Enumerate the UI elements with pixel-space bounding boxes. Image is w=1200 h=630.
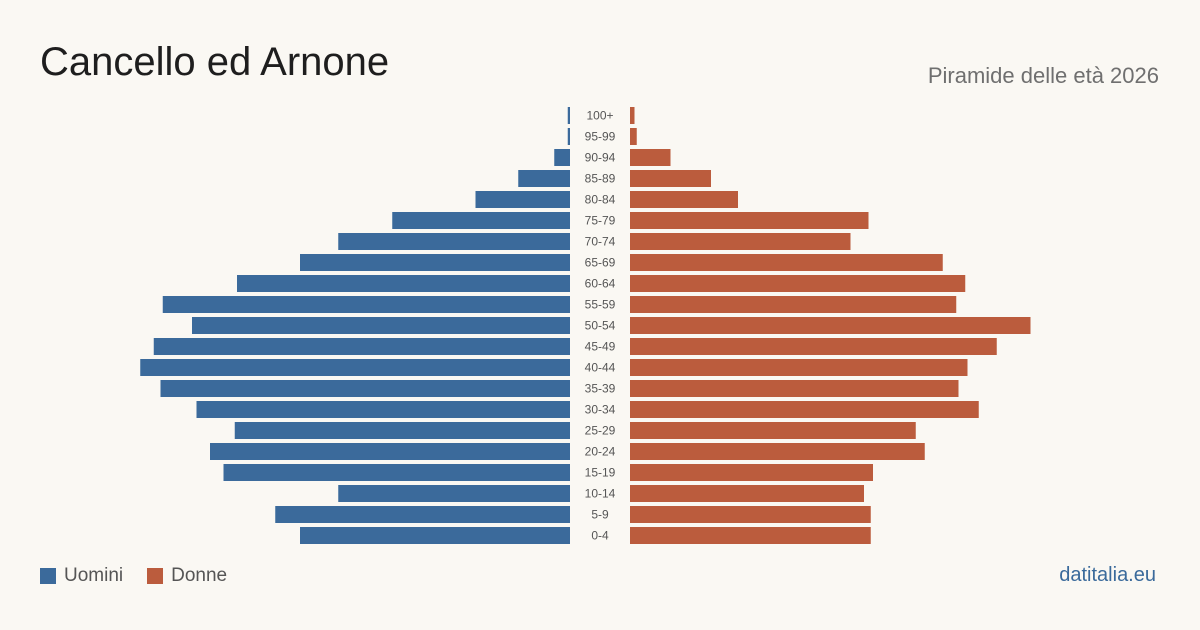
age-label-90-94: 90-94 <box>585 151 616 165</box>
bar-female-5-9 <box>630 506 871 523</box>
legend: Uomini Donne <box>40 565 227 587</box>
bar-male-10-14 <box>338 485 570 502</box>
age-label-55-59: 55-59 <box>585 298 616 312</box>
bar-female-100plus <box>630 107 635 124</box>
bar-male-100plus <box>567 107 570 124</box>
bar-male-65-69 <box>300 254 570 271</box>
bar-female-15-19 <box>630 464 873 481</box>
bar-male-75-79 <box>392 212 570 229</box>
age-label-5-9: 5-9 <box>591 508 609 522</box>
age-label-75-79: 75-79 <box>585 214 616 228</box>
age-label-85-89: 85-89 <box>585 172 616 186</box>
bar-female-40-44 <box>630 359 968 376</box>
age-label-35-39: 35-39 <box>585 382 616 396</box>
bar-female-10-14 <box>630 485 864 502</box>
age-label-45-49: 45-49 <box>585 340 616 354</box>
bar-male-80-84 <box>475 191 570 208</box>
bar-female-65-69 <box>630 254 943 271</box>
bar-female-95-99 <box>630 128 637 145</box>
age-label-100plus: 100+ <box>586 109 613 123</box>
legend-swatch-female <box>147 568 164 584</box>
bar-female-20-24 <box>630 443 925 460</box>
bar-female-75-79 <box>630 212 869 229</box>
bar-male-5-9 <box>275 506 570 523</box>
bar-male-60-64 <box>237 275 570 292</box>
bar-female-45-49 <box>630 338 997 355</box>
age-label-50-54: 50-54 <box>585 319 616 333</box>
age-label-20-24: 20-24 <box>585 445 616 459</box>
bar-female-25-29 <box>630 422 916 439</box>
source-link[interactable]: datitalia.eu <box>1059 564 1156 586</box>
bar-male-25-29 <box>234 422 570 439</box>
age-label-65-69: 65-69 <box>585 256 616 270</box>
bar-male-40-44 <box>140 359 570 376</box>
bar-male-70-74 <box>338 233 570 250</box>
age-label-30-34: 30-34 <box>585 403 616 417</box>
age-label-70-74: 70-74 <box>585 235 616 249</box>
bar-female-35-39 <box>630 380 959 397</box>
legend-swatch-male <box>40 568 56 584</box>
age-label-60-64: 60-64 <box>585 277 616 291</box>
bar-female-80-84 <box>630 191 738 208</box>
age-labels-group: 100+ 95-99 90-94 85-89 80-84 75-79 70-74 65-69 6… <box>585 109 616 543</box>
legend-label-female: Donne <box>171 565 228 586</box>
bar-male-15-19 <box>223 464 570 481</box>
bar-female-70-74 <box>630 233 851 250</box>
age-label-25-29: 25-29 <box>585 424 616 438</box>
age-label-40-44: 40-44 <box>585 361 616 375</box>
female-bars-group <box>630 107 1031 544</box>
age-label-10-14: 10-14 <box>585 487 616 501</box>
bar-female-0-4 <box>630 527 871 544</box>
legend-item-female: Donne <box>147 565 227 587</box>
bar-female-50-54 <box>630 317 1031 334</box>
bar-female-90-94 <box>630 149 671 166</box>
page-title: Cancello ed Arnone <box>40 40 390 84</box>
bar-male-20-24 <box>210 443 570 460</box>
age-label-95-99: 95-99 <box>585 130 616 144</box>
bar-female-60-64 <box>630 275 966 292</box>
chart-subtitle: Piramide delle età 2026 <box>927 63 1159 88</box>
bar-female-85-89 <box>630 170 711 187</box>
bar-female-30-34 <box>630 401 979 418</box>
bar-male-85-89 <box>518 170 570 187</box>
bar-male-30-34 <box>196 401 570 418</box>
legend-label-male: Uomini <box>64 565 124 586</box>
legend-item-male: Uomini <box>40 565 123 587</box>
male-bars-group <box>140 107 570 544</box>
bar-male-45-49 <box>153 338 570 355</box>
age-label-0-4: 0-4 <box>591 529 609 543</box>
bar-male-35-39 <box>160 380 570 397</box>
bar-male-55-59 <box>162 296 570 313</box>
age-label-15-19: 15-19 <box>585 466 616 480</box>
bar-male-0-4 <box>300 527 570 544</box>
bar-male-95-99 <box>567 128 570 145</box>
age-label-80-84: 80-84 <box>585 193 616 207</box>
bar-male-90-94 <box>554 149 570 166</box>
bar-male-50-54 <box>192 317 570 334</box>
bar-female-55-59 <box>630 296 957 313</box>
